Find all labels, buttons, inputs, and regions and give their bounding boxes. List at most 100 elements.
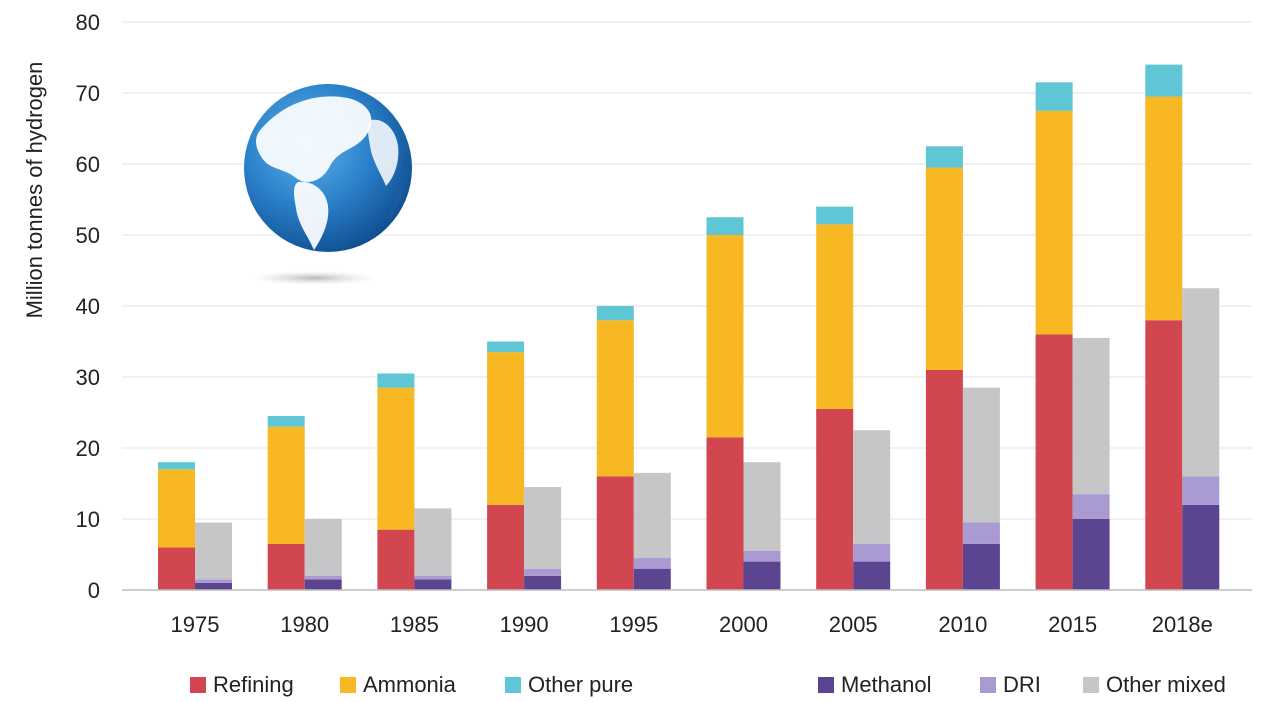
bar-other-pure-2000 [706,217,744,235]
legend-label: Other pure [528,672,634,697]
bar-dri-1985 [414,575,452,580]
legend-label: DRI [1003,672,1041,697]
bar-methanol-2018e [1182,504,1220,590]
x-axis-categories: 1975 1980 1985 1990 1995 2000 2005 2010 2015 2018… [171,612,1213,637]
bar-other-mixed-2018e [1182,288,1220,477]
x-category-label: 1980 [280,612,329,637]
bar-methanol-1975 [195,582,232,590]
bar-other-pure-1980 [267,416,305,427]
x-category-label: 2005 [829,612,878,637]
legend-item-ammonia: Ammonia [340,672,456,698]
bar-other-mixed-1990 [524,487,562,569]
bar-other-pure-1990 [487,341,525,353]
bar-methanol-2005 [853,561,891,590]
bar-methanol-2000 [743,561,781,590]
bar-ammonia-1995 [596,320,634,477]
bar-other-mixed-1975 [195,522,232,580]
y-tick-label: 70 [76,81,100,106]
bar-refining-2000 [706,437,744,590]
bar-other-mixed-2015 [1072,337,1110,495]
y-tick-label: 50 [76,223,100,248]
legend-item-other-pure: Other pure [505,672,633,698]
globe-icon [244,84,412,285]
bar-other-pure-1975 [158,462,195,470]
bar-methanol-1995 [633,568,671,590]
bar-refining-1990 [487,504,525,590]
y-tick-label: 0 [88,578,100,603]
bar-other-pure-2018e [1145,64,1183,97]
bar-other-mixed-2010 [962,387,1000,523]
bar-dri-1980 [304,575,342,580]
bar-ammonia-1985 [377,387,415,530]
bars [158,64,1220,590]
bar-dri-1995 [633,558,671,569]
bar-ammonia-2000 [706,235,744,438]
bar-refining-2018e [1145,320,1183,590]
legend-item-other-mixed: Other mixed [1083,672,1226,698]
x-category-label: 2018e [1152,612,1213,637]
y-axis-label: Million tonnes of hydrogen [22,62,47,319]
bar-methanol-2010 [962,543,1000,590]
legend-swatch [505,677,521,693]
bar-other-pure-2015 [1035,82,1073,111]
legend-swatch [190,677,206,693]
bar-methanol-1985 [414,579,452,590]
bar-ammonia-1975 [158,469,195,548]
bar-dri-2000 [743,550,781,562]
legend-swatch [818,677,834,693]
bar-refining-1975 [158,547,195,590]
bar-other-pure-1985 [377,373,415,388]
legend: Refining Ammonia Other pure Methanol DRI Othe… [0,670,1263,700]
bar-refining-2015 [1035,334,1073,590]
bar-other-mixed-1985 [414,508,452,576]
y-tick-label: 40 [76,294,100,319]
chart: 0 10 20 30 40 50 60 70 80 1975 1980 1985 1990 1995 20… [22,10,1252,637]
x-category-label: 2010 [938,612,987,637]
bar-ammonia-2015 [1035,110,1073,335]
bar-other-pure-2010 [925,146,963,168]
y-tick-label: 30 [76,365,100,390]
bar-refining-2005 [816,408,854,590]
bar-refining-1985 [377,529,415,590]
y-tick-label: 80 [76,10,100,35]
y-tick-label: 60 [76,152,100,177]
bar-methanol-1980 [304,579,342,590]
legend-item-refining: Refining [190,672,294,698]
bar-ammonia-2005 [816,224,854,409]
bar-ammonia-2018e [1145,96,1183,321]
bar-other-mixed-1995 [633,472,671,559]
legend-swatch [340,677,356,693]
y-tick-label: 10 [76,507,100,532]
bar-dri-1990 [524,568,562,576]
x-category-label: 2000 [719,612,768,637]
legend-item-methanol: Methanol [818,672,932,698]
x-category-label: 1985 [390,612,439,637]
bar-dri-2005 [853,543,891,562]
bar-other-mixed-2000 [743,462,781,551]
bar-refining-1995 [596,476,634,590]
x-category-label: 1975 [171,612,220,637]
legend-item-dri: DRI [980,672,1041,698]
bar-other-pure-2005 [816,206,854,225]
bar-refining-2010 [925,369,963,590]
legend-label: Ammonia [363,672,456,697]
bar-other-mixed-2005 [853,430,891,544]
bar-dri-2018e [1182,476,1220,505]
legend-label: Methanol [841,672,932,697]
legend-swatch [980,677,996,693]
bar-other-pure-1995 [596,306,634,321]
x-category-label: 2015 [1048,612,1097,637]
bar-dri-2010 [962,522,1000,544]
bar-ammonia-1980 [267,426,305,544]
bar-other-mixed-1980 [304,519,342,576]
x-category-label: 1995 [609,612,658,637]
legend-label: Other mixed [1106,672,1226,697]
legend-swatch [1083,677,1099,693]
bar-ammonia-1990 [487,352,525,505]
bar-methanol-1990 [524,575,562,590]
y-tick-label: 20 [76,436,100,461]
bar-methanol-2015 [1072,519,1110,590]
y-axis-ticks: 0 10 20 30 40 50 60 70 80 [76,10,100,603]
legend-label: Refining [213,672,294,697]
bar-ammonia-2010 [925,167,963,370]
